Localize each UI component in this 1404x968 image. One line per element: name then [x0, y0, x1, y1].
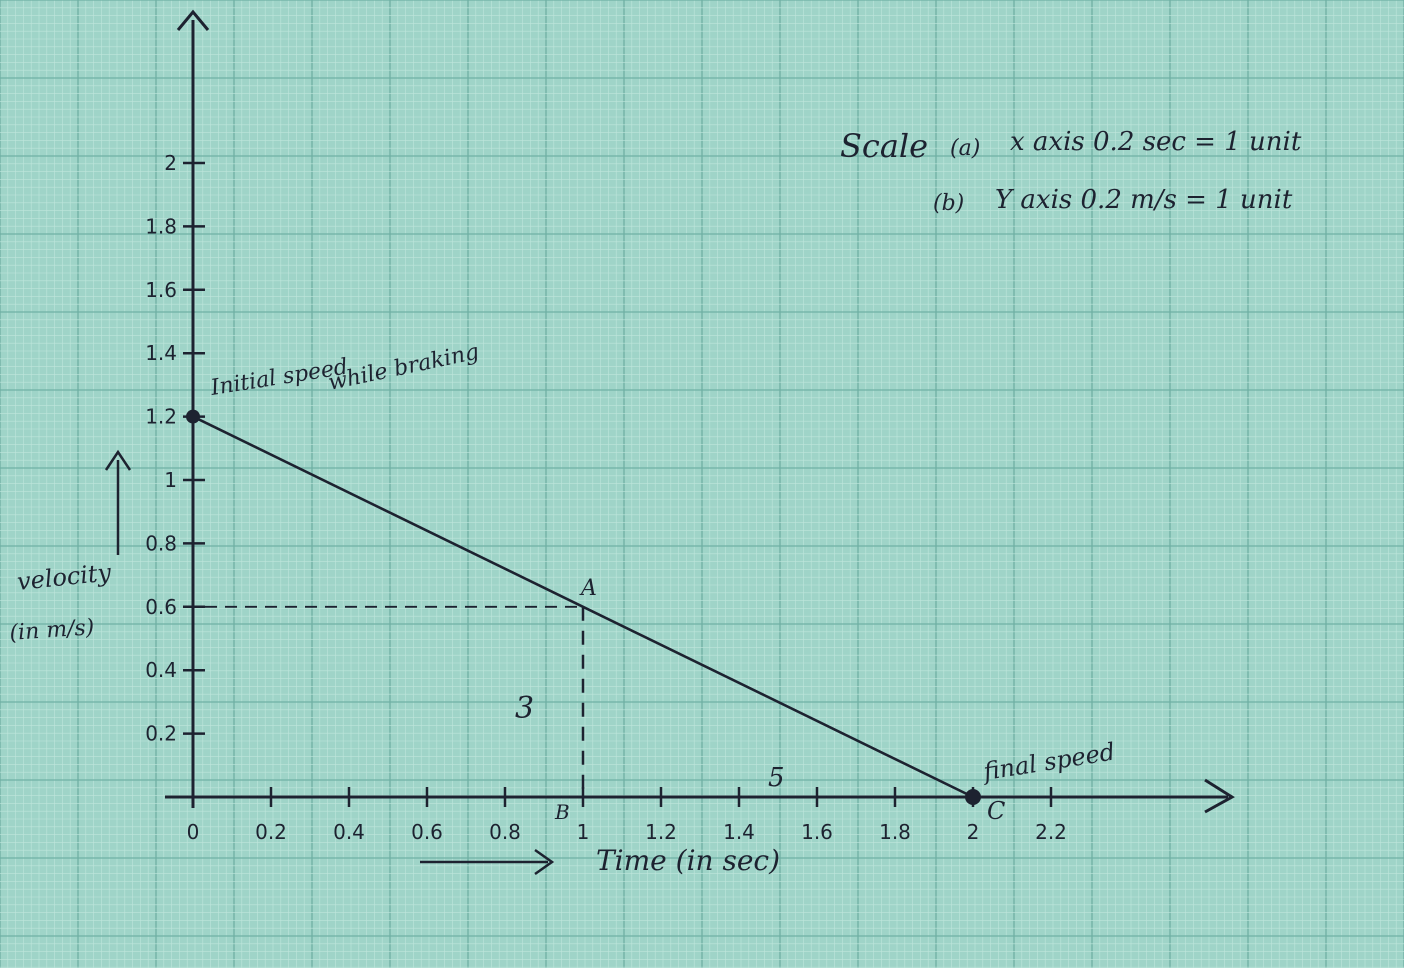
- annotation-final-speed: final speed: [980, 738, 1117, 787]
- scale-title: Scale: [840, 127, 928, 165]
- x-ticks: 0 0.2 0.4 0.6 0.8 1 1.2 1.4 1.6 1.8 2 2.2: [187, 787, 1067, 844]
- scale-x-text: x axis 0.2 sec = 1 unit: [1010, 127, 1302, 157]
- x-axis-arrowhead: [1204, 778, 1235, 814]
- y-tick-label: 1: [164, 468, 177, 492]
- point-final-speed: [965, 789, 981, 805]
- series-line-velocity: [192, 415, 974, 799]
- scale-y-marker: (b): [933, 191, 964, 216]
- annotation-while-braking: while braking: [326, 340, 481, 396]
- x-tick-label: 2.2: [1035, 820, 1067, 844]
- x-tick-label: 1.8: [879, 820, 911, 844]
- x-tick-label: 0.6: [411, 820, 443, 844]
- x-tick-label: 1.4: [723, 820, 755, 844]
- y-axis-title-line1: velocity: [16, 558, 113, 596]
- y-ticks: 0.2 0.4 0.6 0.8 1 1.2 1.4 1.6 1.8 2: [145, 151, 205, 746]
- y-tick-label: 0.8: [145, 531, 177, 555]
- y-tick-label: 1.8: [145, 214, 177, 238]
- x-tick-label: 0.4: [333, 820, 365, 844]
- y-tick-label: 1.2: [145, 405, 177, 429]
- y-title-arrowhead: [104, 449, 132, 471]
- y-axis-title-line2: (in m/s): [9, 615, 95, 646]
- y-axis-arrowhead: [176, 9, 210, 31]
- annotation-height-3: 3: [515, 691, 534, 726]
- x-title-arrowhead: [534, 848, 555, 876]
- x-axis-title: Time (in sec): [596, 844, 780, 877]
- x-tick-label: 1: [577, 820, 590, 844]
- point-label-c: C: [987, 797, 1005, 825]
- x-tick-label: 1.6: [801, 820, 833, 844]
- x-tick-label: 2: [967, 820, 980, 844]
- x-tick-label: 0: [187, 820, 200, 844]
- x-tick-label: 1.2: [645, 820, 677, 844]
- scale-x-marker: (a): [950, 136, 980, 161]
- point-label-a: A: [579, 576, 597, 601]
- y-tick-label: 0.2: [145, 722, 177, 746]
- point-initial-speed: [186, 409, 200, 424]
- x-tick-label: 0.8: [489, 820, 521, 844]
- x-tick-label: 0.2: [255, 820, 287, 844]
- y-tick-label: 1.6: [145, 278, 177, 302]
- y-tick-label: 1.4: [145, 341, 177, 365]
- point-label-b: B: [554, 800, 570, 824]
- y-tick-label: 0.4: [145, 658, 177, 682]
- scale-y-text: Y axis 0.2 m/s = 1 unit: [995, 185, 1293, 215]
- annotation-base-5: 5: [768, 763, 785, 793]
- y-tick-label: 0.6: [145, 595, 177, 619]
- y-tick-label: 2: [164, 151, 177, 175]
